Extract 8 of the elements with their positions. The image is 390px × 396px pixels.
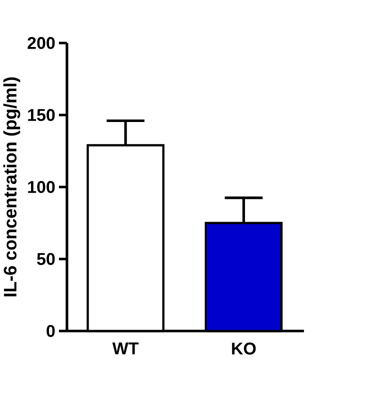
- x-tick-label: WT: [112, 342, 139, 354]
- y-axis-title: IL-6 concentration (pg/ml): [4, 77, 20, 296]
- y-tick-label: 200: [28, 36, 55, 50]
- y-tick-label: 0: [46, 324, 55, 338]
- x-tick-label: KO: [232, 342, 256, 355]
- y-tick-label: 100: [28, 180, 55, 194]
- y-tick-label: 50: [37, 252, 55, 266]
- y-tick-label: 150: [28, 108, 55, 122]
